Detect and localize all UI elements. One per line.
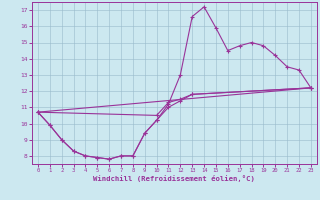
- X-axis label: Windchill (Refroidissement éolien,°C): Windchill (Refroidissement éolien,°C): [93, 175, 255, 182]
